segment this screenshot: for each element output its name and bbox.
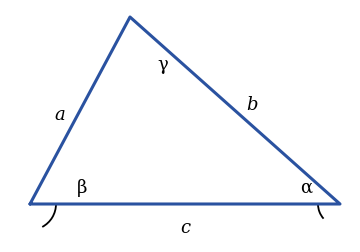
Text: c: c: [180, 218, 190, 236]
Text: β: β: [77, 178, 87, 196]
Text: b: b: [246, 96, 258, 114]
Text: α: α: [300, 178, 312, 196]
Text: a: a: [55, 106, 66, 123]
Text: γ: γ: [158, 56, 168, 74]
